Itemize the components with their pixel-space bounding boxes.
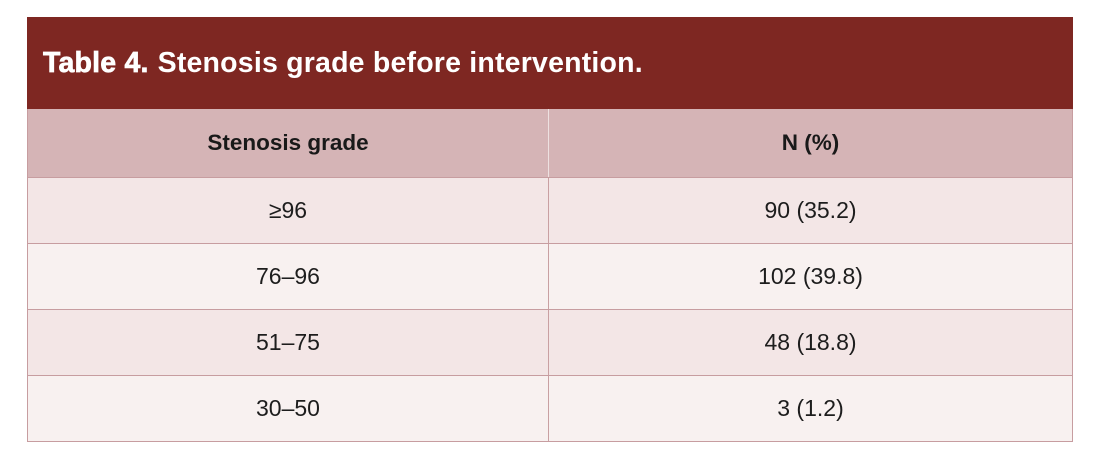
- table-row: 76–96 102 (39.8): [28, 243, 1072, 309]
- n-percent-cell: 102 (39.8): [548, 244, 1072, 309]
- table-title-text: Stenosis grade before intervention.: [157, 46, 643, 79]
- grade-cell: 30–50: [256, 395, 320, 421]
- n-percent-cell: 48 (18.8): [548, 310, 1072, 375]
- table-panel: Table 4. Stenosis grade before intervent…: [27, 17, 1073, 442]
- grade-cell: ≥96: [268, 197, 308, 223]
- table-number-label: Table 4.: [43, 46, 149, 79]
- n-percent-cell: 90 (35.2): [548, 178, 1072, 243]
- table-title-bar: Table 4. Stenosis grade before intervent…: [27, 17, 1073, 109]
- column-header-n-percent: N (%): [548, 109, 1072, 177]
- table-row: 51–75 48 (18.8): [28, 309, 1072, 375]
- table-row: ≥96 90 (35.2): [28, 177, 1072, 243]
- grade-cell: 51–75: [256, 329, 320, 355]
- stenosis-grade-table: Stenosis grade N (%) ≥96 90 (35.2) 76–96…: [27, 109, 1073, 442]
- table-header-row: Stenosis grade N (%): [28, 109, 1072, 177]
- table-row: 30–50 3 (1.2): [28, 375, 1072, 441]
- grade-cell: 76–96: [256, 263, 320, 289]
- column-header-stenosis-grade: Stenosis grade: [207, 130, 369, 155]
- n-percent-cell: 3 (1.2): [548, 376, 1072, 441]
